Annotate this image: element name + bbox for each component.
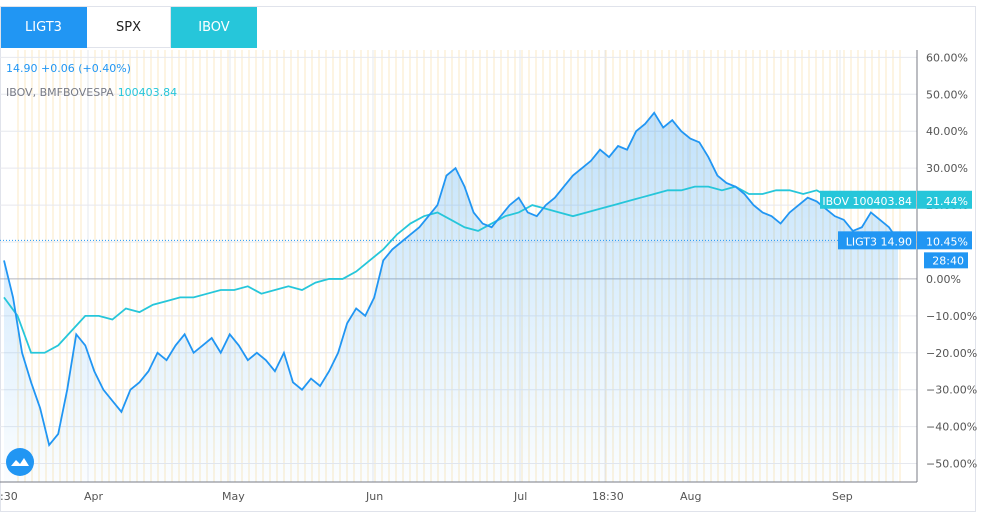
x-tick-label: Jun <box>365 490 383 503</box>
tab-spx[interactable]: SPX <box>87 6 171 48</box>
x-tick-label: Aug <box>680 490 701 503</box>
countdown-label-bg <box>924 252 968 269</box>
y-tick-label: 60.00% <box>926 51 968 64</box>
tradingview-logo-icon[interactable] <box>6 448 34 476</box>
countdown-label: 28:40 <box>932 254 964 267</box>
x-tick-label: 18:30 <box>592 490 624 503</box>
ligt3-area <box>4 112 898 483</box>
ibov-last-pct-bg <box>917 190 972 209</box>
symbol-tabs: LIGT3 SPX IBOV <box>0 6 257 48</box>
ibov-series-line <box>3 185 899 354</box>
y-tick-label: −50.00% <box>926 458 977 471</box>
x-tick-label: Apr <box>84 490 104 503</box>
ligt3-last-label-bg <box>838 231 916 250</box>
ligt3-legend: 14.90 +0.06 (+0.40%) <box>6 62 131 75</box>
ligt3-series-line <box>3 111 899 448</box>
ibov-legend: IBOV, BMFBOVESPA 100403.84 <box>6 86 177 99</box>
x-tick-label: :30 <box>0 490 18 503</box>
y-tick-label: 50.00% <box>926 88 968 101</box>
x-tick-label: Sep <box>832 490 853 503</box>
x-tick-label: Jul <box>513 490 527 503</box>
ibov-last-label: IBOV 100403.84 <box>822 195 912 208</box>
ibov-last-label-bg <box>820 190 916 209</box>
y-tick-label: −30.00% <box>926 384 977 397</box>
ibov-legend-value: 100403.84 <box>117 86 178 99</box>
ligt3-last-pct-bg <box>917 231 972 250</box>
ligt3-last-label: LIGT3 14.90 <box>846 235 912 248</box>
tab-ligt3[interactable]: LIGT3 <box>0 6 87 48</box>
ibov-last-pct: 21.44% <box>926 195 968 208</box>
y-tick-label: −20.00% <box>926 347 977 360</box>
ligt3-last-pct: 10.45% <box>926 235 968 248</box>
ibov-legend-label: IBOV, BMFBOVESPA <box>6 86 114 99</box>
y-tick-label: 40.00% <box>926 125 968 138</box>
y-tick-label: 30.00% <box>926 162 968 175</box>
y-tick-label: 0.00% <box>926 273 961 286</box>
y-tick-label: −10.00% <box>926 310 977 323</box>
tab-ibov[interactable]: IBOV <box>171 6 257 48</box>
x-tick-label: May <box>222 490 245 503</box>
y-tick-label: −40.00% <box>926 421 977 434</box>
